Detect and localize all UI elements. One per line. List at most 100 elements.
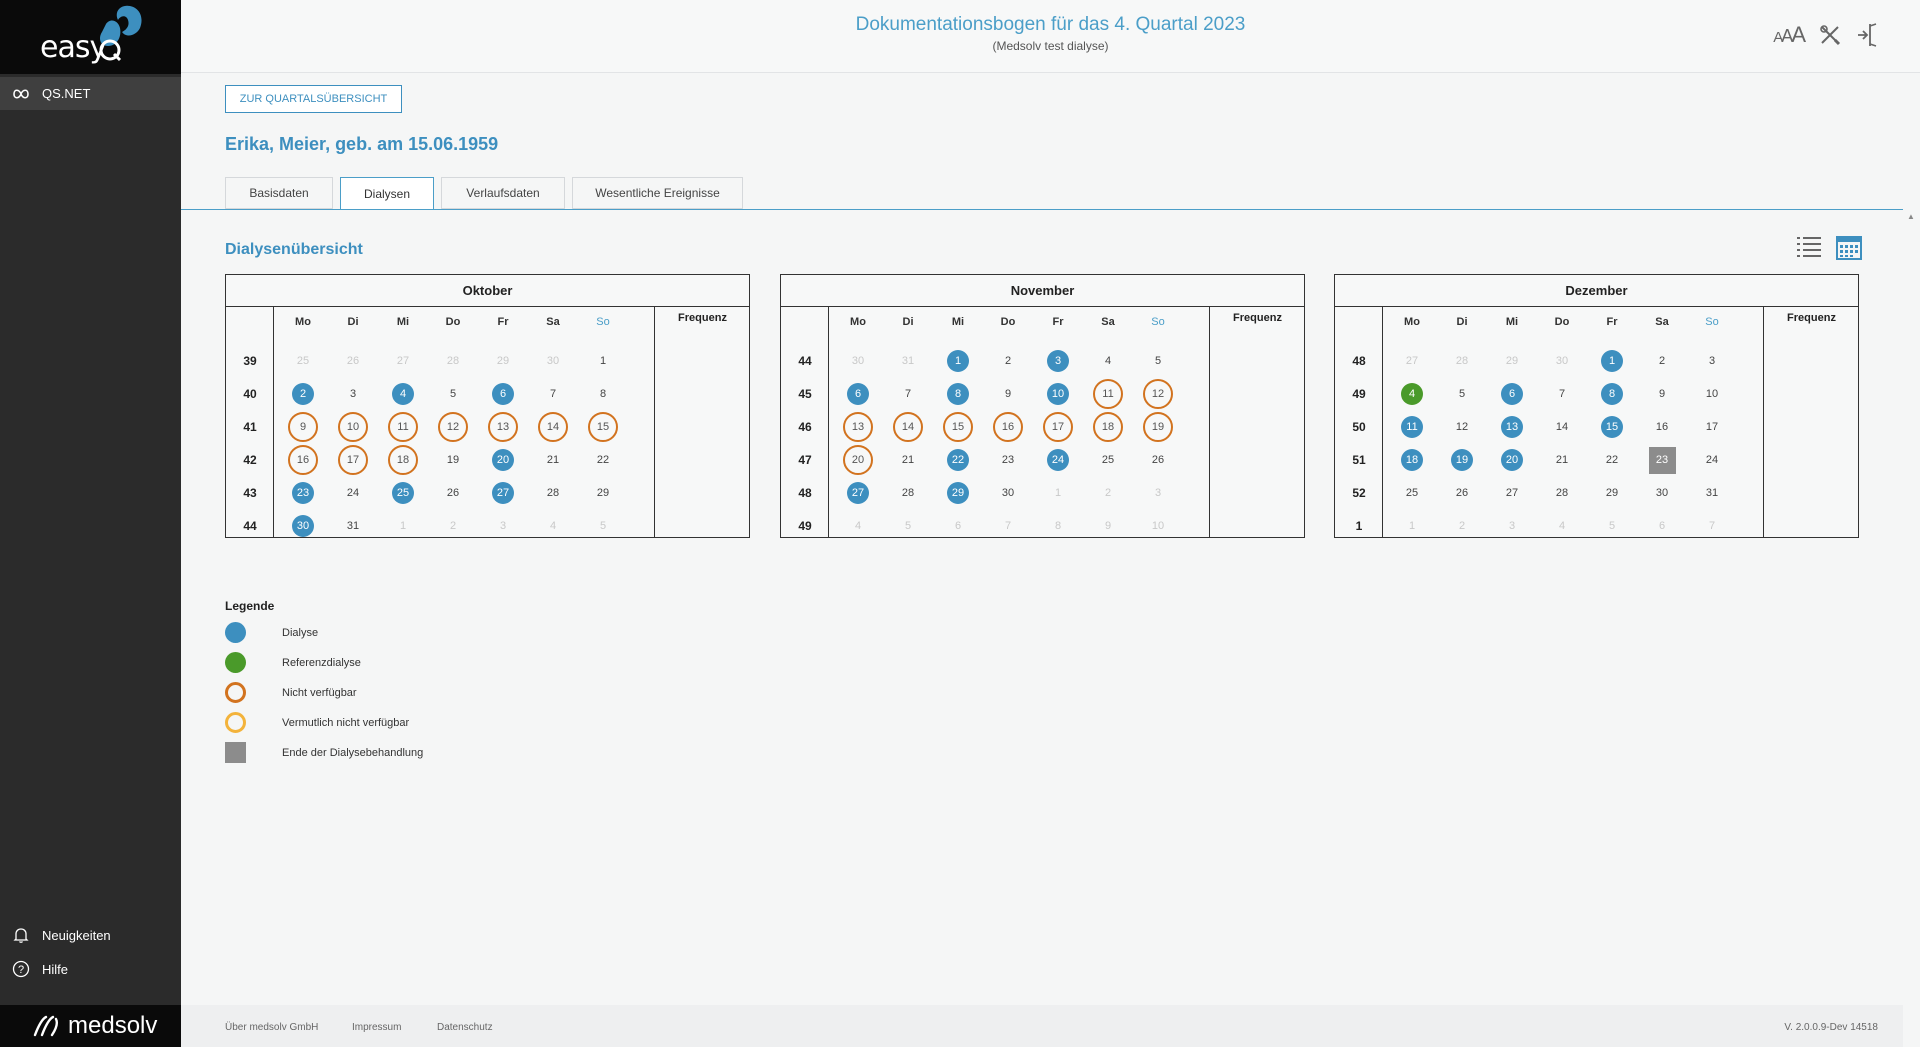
calendar-day-nv[interactable]: 16 — [288, 445, 318, 475]
calendar-day-dia[interactable]: 25 — [392, 482, 414, 504]
calendar-day[interactable]: 7 — [549, 388, 557, 400]
tools-icon[interactable] — [1818, 23, 1842, 47]
footer-imprint-link[interactable]: Impressum — [352, 1022, 402, 1033]
calendar-day-nv[interactable]: 11 — [388, 412, 418, 442]
scrollbar[interactable]: ▲ — [1903, 210, 1920, 1047]
calendar-day-dia[interactable]: 13 — [1501, 416, 1523, 438]
calendar-day-dia[interactable]: 4 — [392, 383, 414, 405]
calendar-day-ref[interactable]: 4 — [1401, 383, 1423, 405]
calendar-day-dia[interactable]: 27 — [492, 482, 514, 504]
calendar-day-dia[interactable]: 20 — [1501, 449, 1523, 471]
calendar-day[interactable]: 23 — [1001, 454, 1015, 466]
calendar-day[interactable]: 26 — [446, 487, 460, 499]
calendar-day-dia[interactable]: 3 — [1047, 350, 1069, 372]
calendar-view-icon[interactable] — [1836, 234, 1862, 260]
calendar-day-dia[interactable]: 29 — [947, 482, 969, 504]
calendar-day[interactable]: 9 — [1658, 388, 1666, 400]
calendar-day-dia[interactable]: 20 — [492, 449, 514, 471]
calendar-day-nv[interactable]: 17 — [338, 445, 368, 475]
calendar-day-nv[interactable]: 11 — [1093, 379, 1123, 409]
calendar-day[interactable]: 27 — [1505, 487, 1519, 499]
calendar-day[interactable]: 7 — [904, 388, 912, 400]
calendar-day-nv[interactable]: 14 — [893, 412, 923, 442]
calendar-day-nv[interactable]: 20 — [843, 445, 873, 475]
calendar-day-dia[interactable]: 15 — [1601, 416, 1623, 438]
calendar-day[interactable]: 31 — [1705, 487, 1719, 499]
calendar-day-nv[interactable]: 14 — [538, 412, 568, 442]
calendar-day-dia[interactable]: 19 — [1451, 449, 1473, 471]
calendar-day-dia[interactable]: 6 — [847, 383, 869, 405]
calendar-day-nv[interactable]: 10 — [338, 412, 368, 442]
calendar-day[interactable]: 5 — [1154, 355, 1162, 367]
calendar-day[interactable]: 31 — [346, 520, 360, 532]
calendar-day[interactable]: 22 — [596, 454, 610, 466]
calendar-day[interactable]: 5 — [449, 388, 457, 400]
calendar-day-dia[interactable]: 27 — [847, 482, 869, 504]
calendar-day[interactable]: 14 — [1555, 421, 1569, 433]
calendar-day-nv[interactable]: 13 — [843, 412, 873, 442]
calendar-day[interactable]: 4 — [1104, 355, 1112, 367]
sidebar-item-news[interactable]: Neuigkeiten — [12, 926, 111, 944]
calendar-day-dia[interactable]: 1 — [947, 350, 969, 372]
calendar-day-dia[interactable]: 8 — [1601, 383, 1623, 405]
calendar-day-nv[interactable]: 12 — [1143, 379, 1173, 409]
calendar-day[interactable]: 30 — [1655, 487, 1669, 499]
calendar-day-nv[interactable]: 16 — [993, 412, 1023, 442]
footer-privacy-link[interactable]: Datenschutz — [437, 1022, 493, 1033]
calendar-day-nv[interactable]: 15 — [943, 412, 973, 442]
tab-dialysen[interactable]: Dialysen — [340, 177, 434, 210]
calendar-day-nv[interactable]: 15 — [588, 412, 618, 442]
tab-verlaufsdaten[interactable]: Verlaufsdaten — [441, 177, 565, 209]
sidebar-item-help[interactable]: ? Hilfe — [12, 960, 68, 978]
calendar-day[interactable]: 16 — [1655, 421, 1669, 433]
calendar-day[interactable]: 21 — [901, 454, 915, 466]
calendar-day[interactable]: 2 — [1658, 355, 1666, 367]
calendar-day[interactable]: 30 — [1001, 487, 1015, 499]
app-logo[interactable]: easy Q — [0, 0, 181, 74]
calendar-day[interactable]: 12 — [1455, 421, 1469, 433]
calendar-day[interactable]: 25 — [1405, 487, 1419, 499]
calendar-day[interactable]: 29 — [596, 487, 610, 499]
scroll-up-icon[interactable]: ▲ — [1907, 212, 1915, 221]
footer-about-link[interactable]: Über medsolv GmbH — [225, 1022, 319, 1033]
calendar-day[interactable]: 28 — [901, 487, 915, 499]
tab-wesentliche-ereignisse[interactable]: Wesentliche Ereignisse — [572, 177, 743, 209]
calendar-day[interactable]: 5 — [1458, 388, 1466, 400]
calendar-day-dia[interactable]: 8 — [947, 383, 969, 405]
logout-icon[interactable] — [1856, 22, 1880, 48]
calendar-day[interactable]: 1 — [599, 355, 607, 367]
calendar-day[interactable]: 22 — [1605, 454, 1619, 466]
calendar-day[interactable]: 24 — [1705, 454, 1719, 466]
calendar-day-dia[interactable]: 6 — [1501, 383, 1523, 405]
list-view-icon[interactable] — [1796, 234, 1822, 258]
calendar-day-nv[interactable]: 17 — [1043, 412, 1073, 442]
calendar-day-end[interactable]: 23 — [1648, 446, 1676, 474]
calendar-day[interactable]: 24 — [346, 487, 360, 499]
calendar-day-dia[interactable]: 6 — [492, 383, 514, 405]
sidebar-item-qsnet[interactable]: QS.NET — [0, 77, 181, 110]
calendar-day-nv[interactable]: 9 — [288, 412, 318, 442]
tab-basisdaten[interactable]: Basisdaten — [225, 177, 333, 209]
calendar-day-nv[interactable]: 13 — [488, 412, 518, 442]
calendar-day[interactable]: 25 — [1101, 454, 1115, 466]
calendar-day-dia[interactable]: 18 — [1401, 449, 1423, 471]
calendar-day[interactable]: 9 — [1004, 388, 1012, 400]
calendar-day-dia[interactable]: 11 — [1401, 416, 1423, 438]
calendar-day-dia[interactable]: 10 — [1047, 383, 1069, 405]
calendar-day[interactable]: 17 — [1705, 421, 1719, 433]
calendar-day[interactable]: 7 — [1558, 388, 1566, 400]
calendar-day-dia[interactable]: 1 — [1601, 350, 1623, 372]
calendar-day[interactable]: 26 — [1151, 454, 1165, 466]
back-to-quarter-button[interactable]: ZUR QUARTALSÜBERSICHT — [225, 85, 402, 113]
calendar-day[interactable]: 3 — [1708, 355, 1716, 367]
calendar-day[interactable]: 2 — [1004, 355, 1012, 367]
calendar-day[interactable]: 28 — [1555, 487, 1569, 499]
calendar-day[interactable]: 26 — [1455, 487, 1469, 499]
calendar-day-dia[interactable]: 22 — [947, 449, 969, 471]
calendar-day-dia[interactable]: 30 — [292, 515, 314, 537]
calendar-day[interactable]: 28 — [546, 487, 560, 499]
font-size-icon[interactable]: AAA — [1773, 22, 1806, 47]
calendar-day-dia[interactable]: 23 — [292, 482, 314, 504]
calendar-day-dia[interactable]: 2 — [292, 383, 314, 405]
calendar-day[interactable]: 8 — [599, 388, 607, 400]
